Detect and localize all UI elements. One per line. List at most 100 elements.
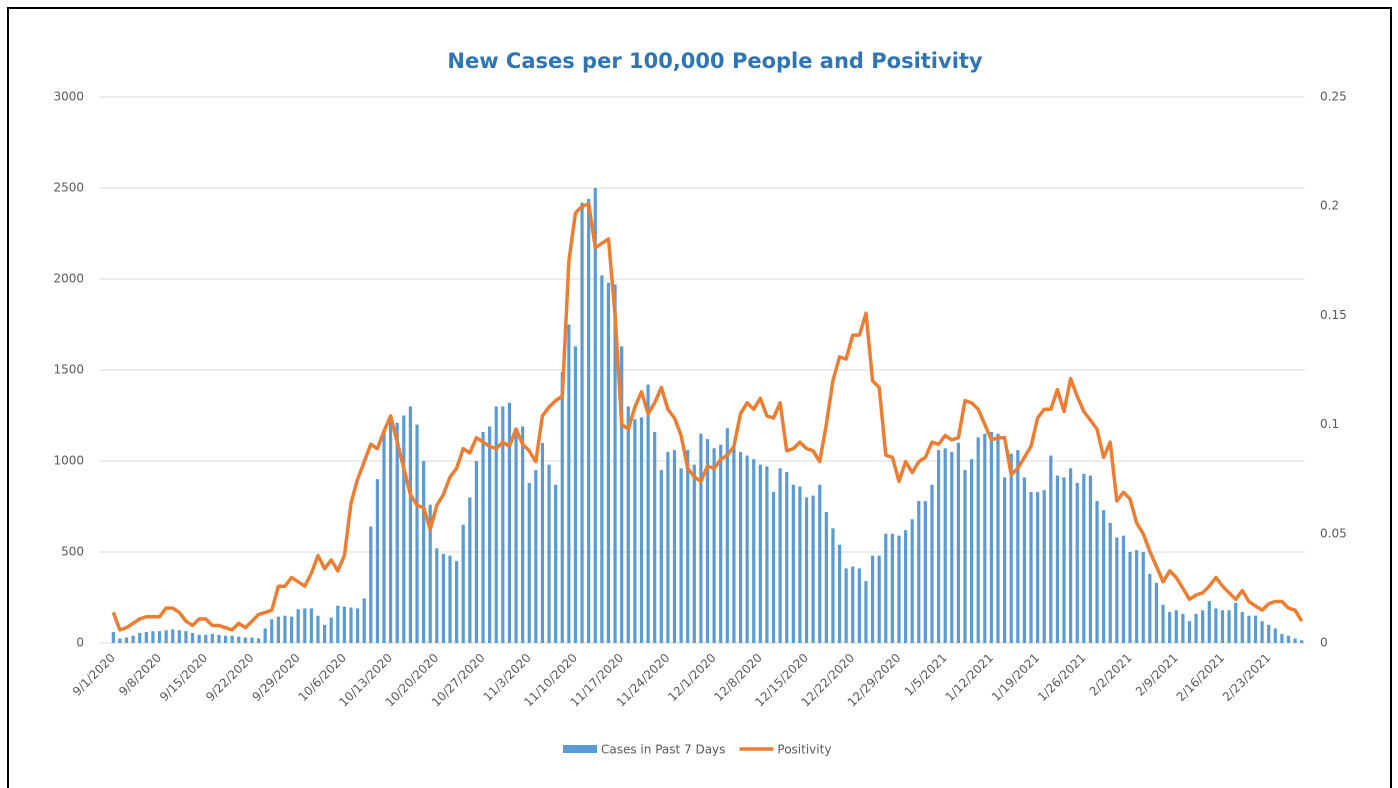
bar (441, 553, 446, 643)
bar (1055, 475, 1060, 643)
bar (1234, 602, 1238, 643)
bar (309, 608, 313, 643)
bar (857, 568, 861, 643)
bar (395, 422, 399, 643)
bar (692, 464, 696, 643)
bar (897, 535, 901, 643)
bar (936, 450, 941, 643)
bar (963, 470, 967, 643)
bar (1260, 621, 1264, 643)
bar (1187, 621, 1192, 643)
bar (930, 484, 934, 643)
bar (626, 406, 630, 643)
bar (514, 428, 518, 643)
bar (382, 431, 386, 643)
bar (1174, 610, 1178, 643)
bar (190, 632, 195, 643)
x-tick-label: 1/12/2021 (943, 651, 996, 704)
bar (851, 566, 855, 643)
frame (7, 7, 1392, 788)
bar (600, 275, 604, 643)
y-tick-label: 500 (61, 545, 84, 559)
bar (204, 634, 208, 643)
bar (659, 470, 663, 643)
bar (666, 451, 670, 643)
bar (1293, 638, 1297, 643)
bar (1214, 608, 1218, 643)
bar (976, 437, 980, 643)
bar (567, 324, 571, 643)
bar (1016, 450, 1020, 643)
bar (1253, 615, 1258, 643)
bar (983, 433, 987, 643)
chart-title: New Cases per 100,000 People and Positiv… (447, 49, 983, 73)
bar (296, 609, 300, 643)
bar (1062, 477, 1066, 643)
bar (507, 402, 512, 643)
x-tick-label: 2/9/2021 (1133, 651, 1181, 699)
bar (1029, 491, 1033, 643)
y-tick-label: 3000 (53, 90, 84, 104)
bar (606, 282, 611, 643)
y-tick-label: 1000 (53, 454, 84, 468)
y2-tick-label: 0.25 (1320, 90, 1347, 104)
bar (177, 630, 181, 643)
bar (699, 433, 703, 643)
bar (1115, 537, 1119, 643)
bar (1300, 640, 1304, 643)
bar (144, 632, 148, 643)
bar (369, 526, 373, 643)
x-tick-label: 12/1/2020 (665, 651, 718, 704)
bar (336, 605, 340, 643)
bar (415, 424, 419, 643)
bar (593, 188, 597, 643)
bar (1168, 612, 1172, 643)
bar (1220, 610, 1225, 643)
bar (1148, 573, 1152, 643)
bar (738, 451, 743, 643)
bar (917, 501, 921, 643)
bar (1181, 613, 1185, 643)
bar (1022, 477, 1027, 643)
bar (1075, 482, 1079, 643)
bar (1240, 612, 1244, 643)
y2-tick-label: 0.1 (1320, 417, 1339, 431)
y2-tick-label: 0 (1320, 636, 1328, 650)
x-tick-label: 9/8/2020 (116, 651, 164, 699)
bar (837, 544, 842, 643)
x-tick-label: 1/19/2021 (989, 651, 1042, 704)
bar (488, 426, 492, 643)
bar (131, 635, 135, 643)
bar (322, 624, 327, 643)
bar (422, 461, 426, 643)
bar (276, 616, 280, 643)
bar (620, 346, 624, 643)
y2-tick-label: 0.2 (1320, 199, 1339, 213)
bar (1286, 635, 1291, 643)
bar (870, 555, 875, 643)
bar (580, 202, 584, 643)
bar (1154, 582, 1159, 643)
bar (289, 616, 294, 643)
bar (818, 484, 822, 643)
bar (184, 631, 188, 643)
bar (157, 631, 162, 643)
bar (1280, 633, 1284, 643)
bar (428, 504, 432, 643)
bar (672, 450, 677, 643)
bar (679, 468, 683, 643)
bar (408, 406, 413, 643)
bar (1042, 490, 1046, 643)
bar (494, 406, 498, 643)
bar (303, 608, 307, 643)
bar (342, 606, 346, 643)
bar (752, 459, 756, 643)
bar (1069, 468, 1073, 643)
x-tick-label: 9/22/2020 (203, 651, 256, 704)
x-tick-label: 9/15/2020 (157, 651, 210, 704)
bar (223, 635, 228, 643)
bar (890, 533, 894, 643)
bar (778, 468, 782, 643)
x-tick-label: 2/2/2021 (1087, 651, 1135, 699)
bar (111, 632, 115, 643)
